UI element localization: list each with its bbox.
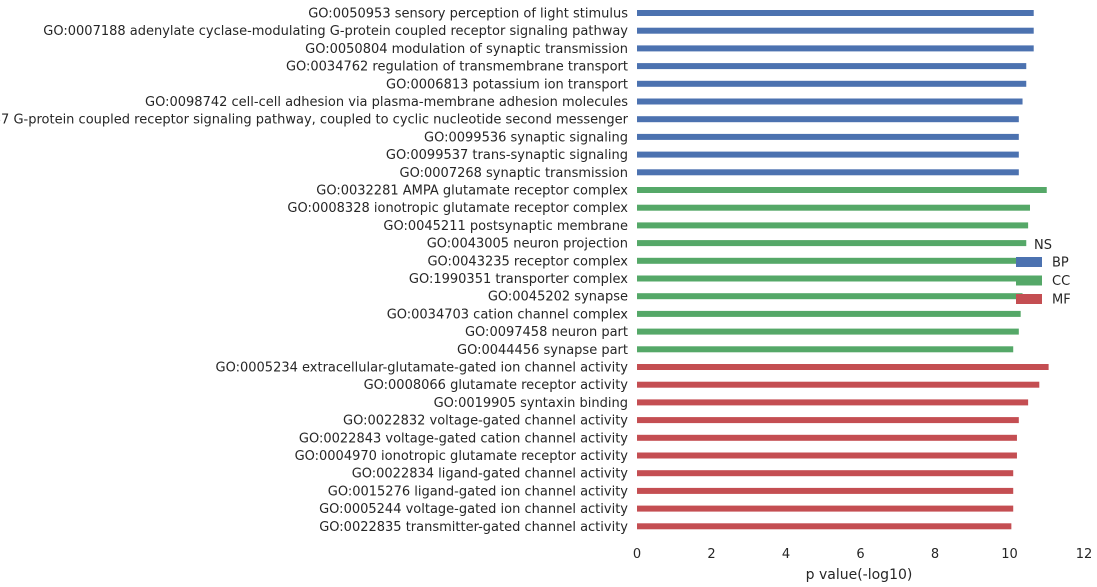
legend-entries: BP CC MF xyxy=(1016,256,1071,308)
category-label: GO:0015276 ligand-gated ion channel acti… xyxy=(328,484,629,499)
bar-go-0097458 xyxy=(637,329,1019,335)
category-label: GO:0034762 regulation of transmembrane t… xyxy=(286,60,628,75)
bar-go-0019905 xyxy=(637,399,1028,405)
x-axis-title: p value(-log10) xyxy=(806,567,913,583)
category-label: GO:0007268 synaptic transmission xyxy=(400,166,628,181)
bar-chart: GO:0050953 sensory perception of light s… xyxy=(0,0,1097,587)
category-label: GO:0034703 cation channel complex xyxy=(387,307,629,322)
category-label: GO:0043235 receptor complex xyxy=(427,254,628,269)
category-label: GO:0099537 trans-synaptic signaling xyxy=(386,148,628,163)
bar-go-0007187 xyxy=(637,116,1019,122)
category-label: GO:0006813 potassium ion transport xyxy=(386,77,628,92)
bar-go-0044456 xyxy=(637,346,1013,352)
bar-go-0099537 xyxy=(637,152,1019,158)
legend-swatch-cc xyxy=(1016,276,1042,286)
category-label: GO:0019905 syntaxin binding xyxy=(434,396,628,411)
bar-go-0034703 xyxy=(637,311,1021,317)
category-labels: GO:0050953 sensory perception of light s… xyxy=(0,7,629,535)
category-label: GO:0098742 cell-cell adhesion via plasma… xyxy=(145,95,628,110)
legend-label-mf: MF xyxy=(1052,293,1071,308)
x-tick-label: 8 xyxy=(931,547,939,562)
x-tick-label: 10 xyxy=(1001,547,1018,562)
category-label: GO:0050804 modulation of synaptic transm… xyxy=(305,42,628,57)
legend-title: NS xyxy=(1034,238,1052,253)
category-label: GO:0007188 adenylate cyclase-modulating … xyxy=(43,24,628,39)
x-tick-label: 12 xyxy=(1076,547,1093,562)
category-label: GO:0008328 ionotropic glutamate receptor… xyxy=(287,201,628,216)
bar-go-0007188 xyxy=(637,28,1034,34)
bar-go-0043235 xyxy=(637,258,1024,264)
x-tick-label: 4 xyxy=(782,547,790,562)
category-label: GO:1990351 transporter complex xyxy=(409,272,628,287)
category-label: GO:0005234 extracellular-glutamate-gated… xyxy=(216,361,629,376)
bars-layer xyxy=(637,10,1049,529)
category-label: GO:0022835 transmitter-gated channel act… xyxy=(319,520,628,535)
category-label: GO:0007187 G-protein coupled receptor si… xyxy=(0,113,629,128)
bar-go-0005234 xyxy=(637,364,1049,370)
category-label: GO:0004970 ionotropic glutamate receptor… xyxy=(295,449,629,464)
legend-swatch-mf xyxy=(1016,294,1042,304)
bar-go-1990351 xyxy=(637,276,1023,282)
category-label: GO:0043005 neuron projection xyxy=(427,237,628,252)
bar-go-0005244 xyxy=(637,506,1013,512)
bar-go-0098742 xyxy=(637,99,1023,105)
category-label: GO:0097458 neuron part xyxy=(465,325,628,340)
category-label: GO:0050953 sensory perception of light s… xyxy=(308,7,628,22)
category-label: GO:0005244 voltage-gated ion channel act… xyxy=(319,502,628,517)
category-label: GO:0022843 voltage-gated cation channel … xyxy=(299,431,628,446)
bar-go-0050804 xyxy=(637,45,1034,51)
bar-go-0099536 xyxy=(637,134,1019,140)
bar-go-0008328 xyxy=(637,205,1030,211)
bar-go-0022835 xyxy=(637,523,1011,529)
bar-go-0045202 xyxy=(637,293,1023,299)
category-label: GO:0022834 ligand-gated channel activity xyxy=(352,467,629,482)
category-label: GO:0022832 voltage-gated channel activit… xyxy=(343,414,628,429)
bar-go-0034762 xyxy=(637,63,1026,69)
bar-go-0006813 xyxy=(637,81,1026,87)
bar-go-0004970 xyxy=(637,453,1017,459)
category-label: GO:0044456 synapse part xyxy=(457,343,628,358)
bar-go-0015276 xyxy=(637,488,1013,494)
bar-go-0022843 xyxy=(637,435,1017,441)
category-label: GO:0008066 glutamate receptor activity xyxy=(364,378,629,393)
x-tick-label: 6 xyxy=(856,547,864,562)
bar-go-0022834 xyxy=(637,470,1013,476)
legend-label-cc: CC xyxy=(1052,274,1070,289)
bar-go-0050953 xyxy=(637,10,1034,16)
bar-go-0043005 xyxy=(637,240,1026,246)
bar-go-0022832 xyxy=(637,417,1019,423)
legend-swatch-bp xyxy=(1016,257,1042,267)
legend: NS BP CC MF xyxy=(1016,238,1071,308)
bar-go-0008066 xyxy=(637,382,1039,388)
category-label: GO:0032281 AMPA glutamate receptor compl… xyxy=(316,184,628,199)
category-label: GO:0045211 postsynaptic membrane xyxy=(383,219,628,234)
category-label: GO:0099536 synaptic signaling xyxy=(424,130,628,145)
x-tick-label: 2 xyxy=(707,547,715,562)
category-label: GO:0045202 synapse xyxy=(488,290,628,305)
bar-go-0032281 xyxy=(637,187,1047,193)
bar-go-0007268 xyxy=(637,169,1019,175)
x-axis-ticks: 0 2 4 6 8 10 12 xyxy=(633,547,1092,562)
legend-label-bp: BP xyxy=(1052,256,1069,271)
x-tick-label: 0 xyxy=(633,547,641,562)
bar-go-0045211 xyxy=(637,222,1028,228)
